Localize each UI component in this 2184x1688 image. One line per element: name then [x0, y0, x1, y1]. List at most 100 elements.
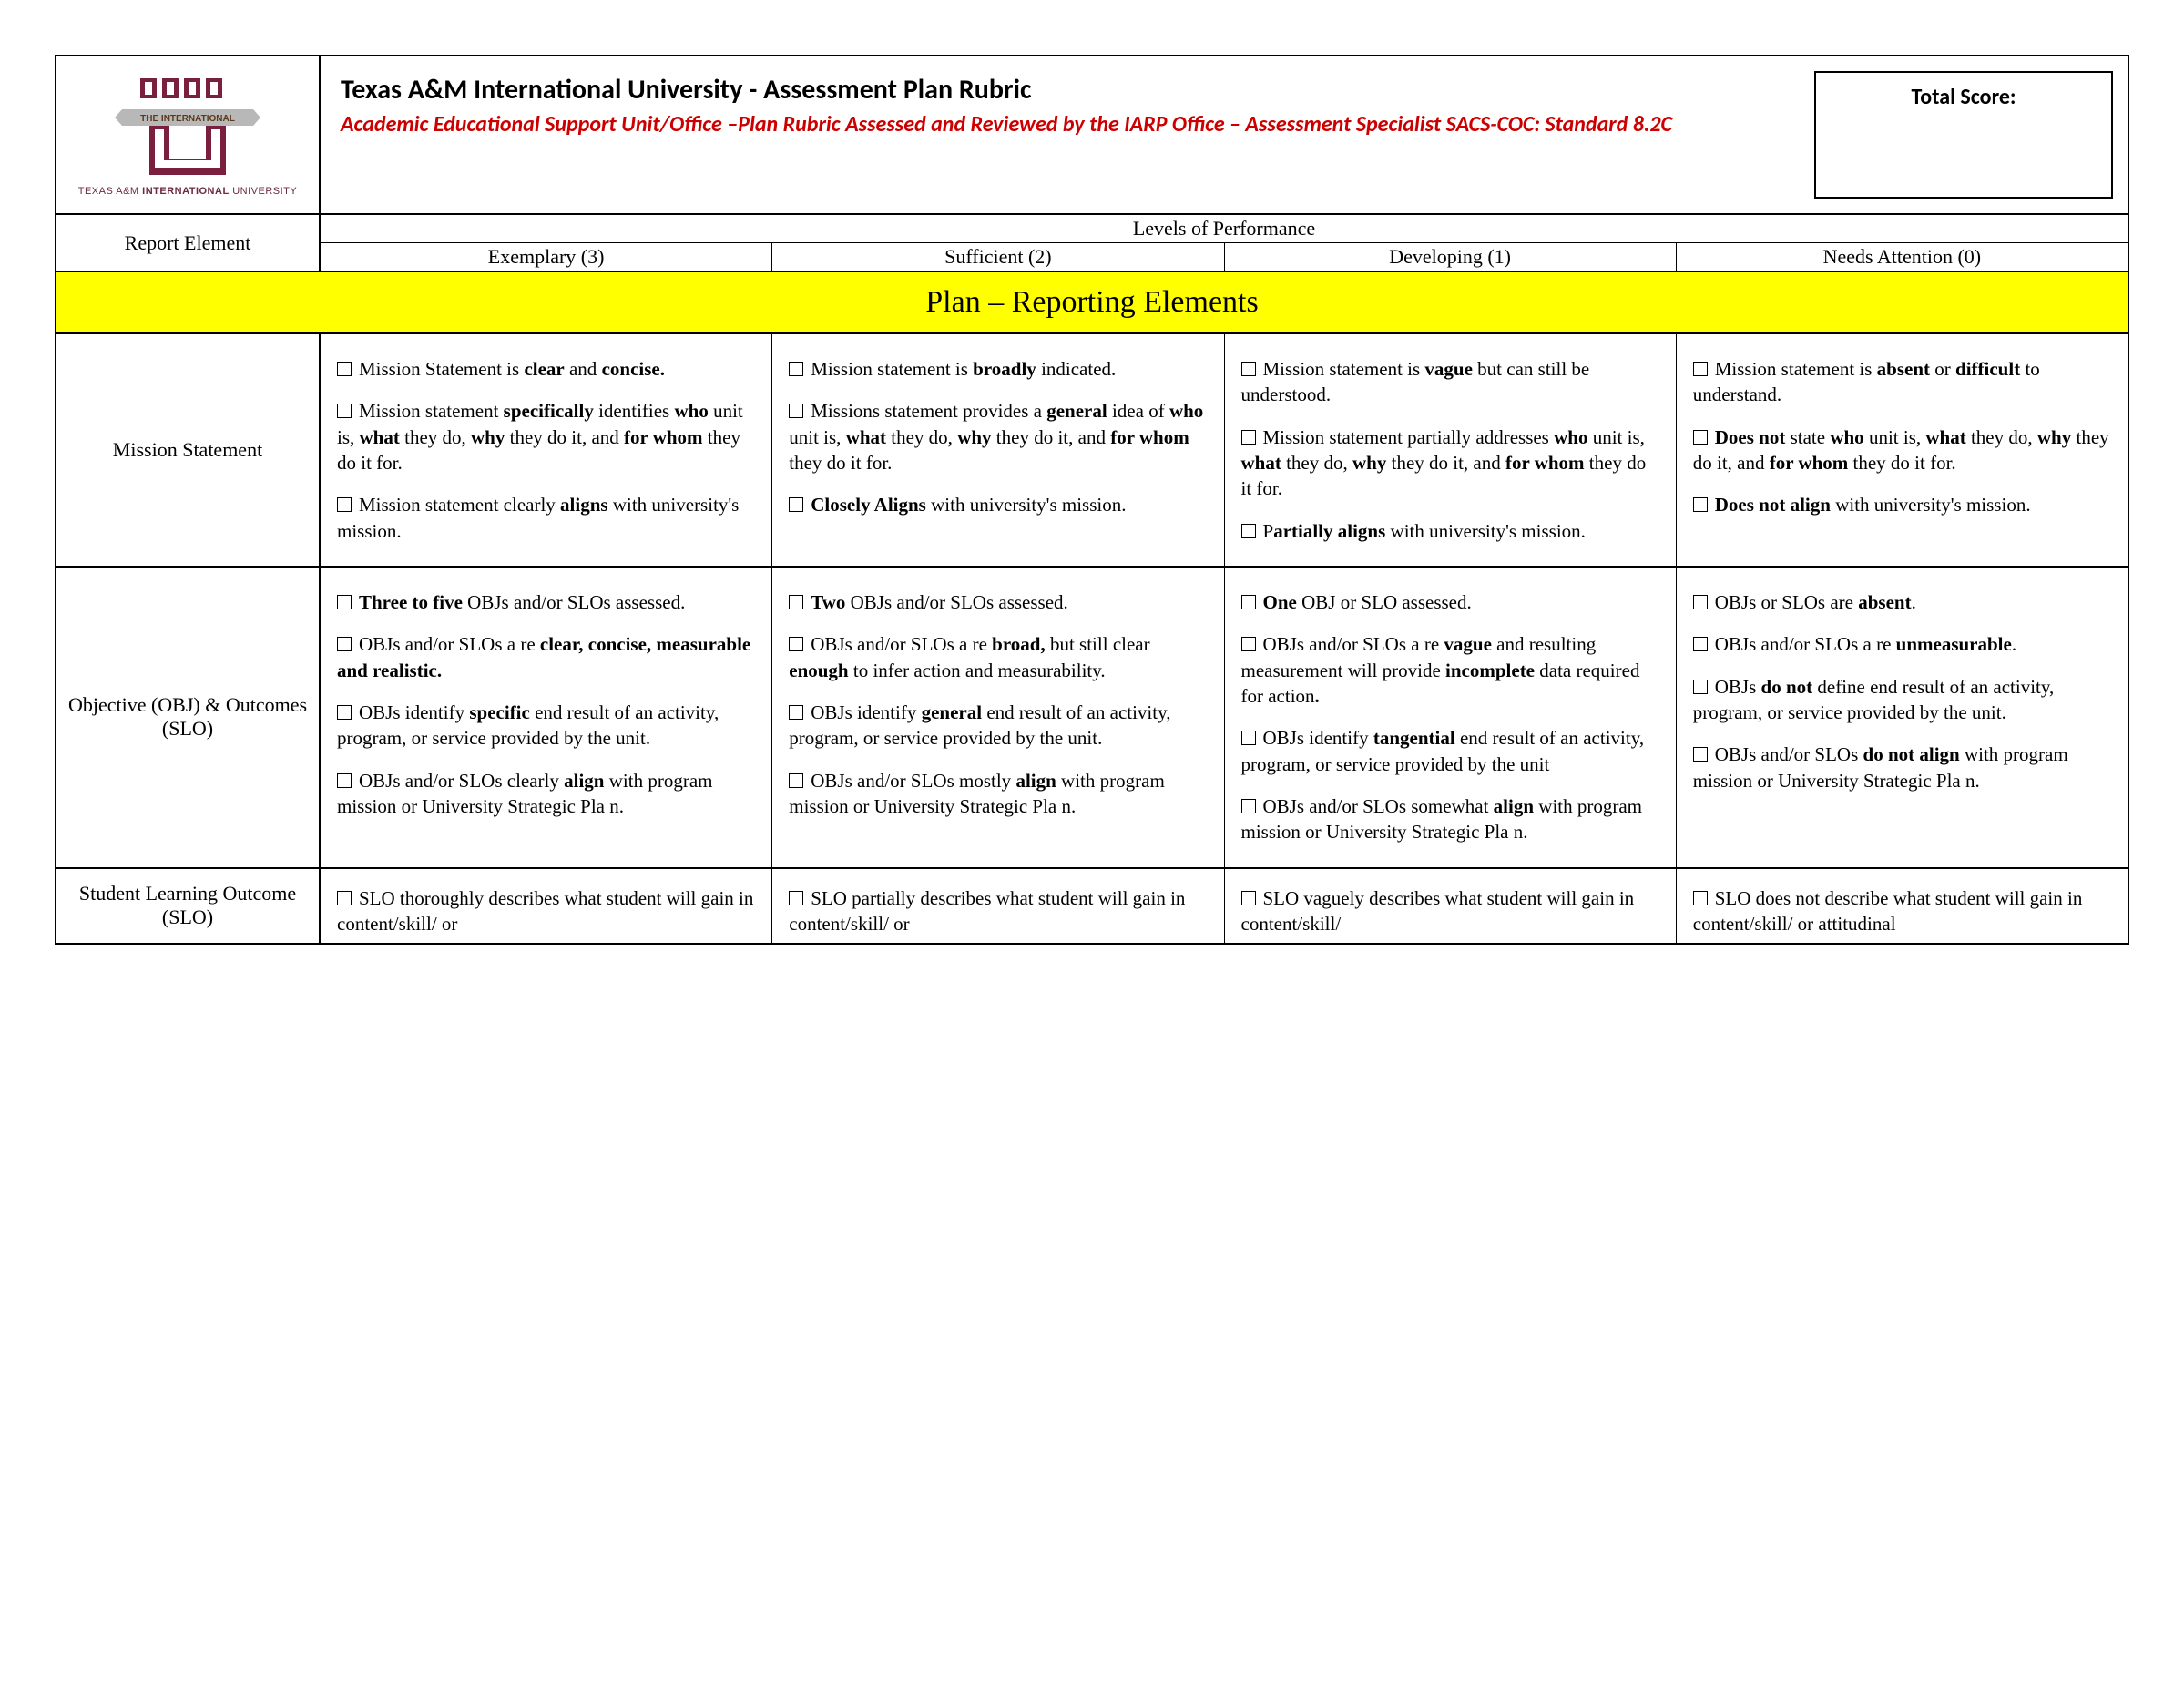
section-banner: Plan – Reporting Elements [56, 272, 2128, 334]
rubric-cell: Three to five OBJs and/or SLOs assessed.… [321, 568, 772, 867]
rubric-item: OBJs and/or SLOs clearly align with prog… [337, 768, 755, 820]
levels-title: Levels of Performance [321, 215, 2128, 243]
checkbox-icon[interactable] [789, 404, 803, 418]
rubric-item: Three to five OBJs and/or SLOs assessed. [337, 589, 755, 615]
rubric-item: OBJs identify tangential end result of a… [1241, 725, 1659, 777]
checkbox-icon[interactable] [337, 595, 352, 609]
title-cell: Texas A&M International University - Ass… [321, 56, 1800, 213]
checkbox-icon[interactable] [789, 637, 803, 651]
checkbox-icon[interactable] [789, 595, 803, 609]
rubric-item: Two OBJs and/or SLOs assessed. [789, 589, 1207, 615]
rubric-item: Mission statement is broadly indicated. [789, 356, 1207, 382]
rubric-page: THE INTERNATIONAL TEXAS A&M INTERNATIONA… [55, 55, 2129, 945]
logo-cell: THE INTERNATIONAL TEXAS A&M INTERNATIONA… [56, 56, 321, 213]
rubric-item: Mission statement partially addresses wh… [1241, 425, 1659, 502]
checkbox-icon[interactable] [1241, 731, 1256, 745]
logo-caption-suffix: UNIVERSITY [230, 186, 298, 197]
rubric-item: OBJs or SLOs are absent. [1693, 589, 2111, 615]
checkbox-icon[interactable] [337, 891, 352, 905]
title-sub: Academic Educational Support Unit/Office… [341, 110, 1780, 139]
rubric-row: Objective (OBJ) & Outcomes (SLO)Three to… [56, 568, 2128, 869]
rubric-cell: Mission Statement is clear and concise. M… [321, 334, 772, 566]
title-main: Texas A&M International University - Ass… [341, 73, 1780, 107]
rubric-cell: SLO thoroughly describes what student wi… [321, 869, 772, 943]
checkbox-icon[interactable] [789, 362, 803, 376]
rubric-cell: SLO vaguely describes what student will … [1225, 869, 1677, 943]
rubric-item: Does not align with university's mission… [1693, 492, 2111, 517]
checkbox-icon[interactable] [337, 362, 352, 376]
row-cells: Mission Statement is clear and concise. M… [321, 334, 2128, 566]
rubric-item: Mission statement specifically identifie… [337, 398, 755, 476]
level-exemplary: Exemplary (3) [321, 243, 772, 271]
row-label: Student Learning Outcome (SLO) [56, 869, 321, 943]
rubric-item: OBJs and/or SLOs somewhat align with pro… [1241, 793, 1659, 845]
checkbox-icon[interactable] [337, 404, 352, 418]
score-cell: Total Score: [1800, 56, 2128, 213]
logo-banner-text: THE INTERNATIONAL [140, 114, 235, 124]
rubric-row: Student Learning Outcome (SLO) SLO thorou… [56, 869, 2128, 943]
logo-caption-bold: INTERNATIONAL [142, 186, 230, 197]
checkbox-icon[interactable] [789, 497, 803, 512]
header-row: THE INTERNATIONAL TEXAS A&M INTERNATIONA… [56, 56, 2128, 215]
rubric-cell: Two OBJs and/or SLOs assessed. OBJs and/o… [772, 568, 1224, 867]
checkbox-icon[interactable] [1693, 430, 1708, 445]
checkbox-icon[interactable] [1241, 524, 1256, 538]
checkbox-icon[interactable] [789, 773, 803, 788]
checkbox-icon[interactable] [337, 497, 352, 512]
rubric-item: Partially aligns with university's missi… [1241, 518, 1659, 544]
logo-caption: TEXAS A&M INTERNATIONAL UNIVERSITY [78, 186, 298, 197]
checkbox-icon[interactable] [1241, 430, 1256, 445]
rubric-item: SLO vaguely describes what student will … [1241, 885, 1659, 937]
checkbox-icon[interactable] [337, 773, 352, 788]
rubric-item: SLO thoroughly describes what student wi… [337, 885, 755, 937]
report-element-header: Report Element [56, 215, 321, 272]
rubric-item: OBJs and/or SLOs a re unmeasurable. [1693, 631, 2111, 657]
rubric-row: Mission StatementMission Statement is cl… [56, 334, 2128, 568]
checkbox-icon[interactable] [1241, 595, 1256, 609]
rubric-item: Mission statement clearly aligns with un… [337, 492, 755, 544]
row-cells: SLO thoroughly describes what student wi… [321, 869, 2128, 943]
rubric-item: Mission statement is vague but can still… [1241, 356, 1659, 408]
levels-columns: Exemplary (3) Sufficient (2) Developing … [321, 243, 2128, 272]
checkbox-icon[interactable] [1241, 799, 1256, 813]
level-developing: Developing (1) [1225, 243, 1677, 271]
checkbox-icon[interactable] [789, 705, 803, 720]
levels-wrap: Levels of Performance Exemplary (3) Suff… [321, 215, 2128, 272]
rubric-item: Mission statement is absent or difficult… [1693, 356, 2111, 408]
total-score-label: Total Score: [1911, 84, 2016, 110]
checkbox-icon[interactable] [1693, 362, 1708, 376]
rubric-cell: Mission statement is vague but can still… [1225, 334, 1677, 566]
checkbox-icon[interactable] [337, 705, 352, 720]
rubric-item: OBJs and/or SLOs a re vague and resultin… [1241, 631, 1659, 709]
checkbox-icon[interactable] [1693, 680, 1708, 694]
checkbox-icon[interactable] [1693, 747, 1708, 762]
rubric-item: OBJs identify specific end result of an … [337, 700, 755, 752]
checkbox-icon[interactable] [1241, 637, 1256, 651]
level-sufficient: Sufficient (2) [772, 243, 1224, 271]
rubric-body: Mission StatementMission Statement is cl… [56, 334, 2128, 943]
checkbox-icon[interactable] [1241, 362, 1256, 376]
rubric-item: OBJs and/or SLOs mostly align with progr… [789, 768, 1207, 820]
checkbox-icon[interactable] [1241, 891, 1256, 905]
rubric-item: OBJs identify general end result of an a… [789, 700, 1207, 752]
checkbox-icon[interactable] [1693, 637, 1708, 651]
rubric-item: One OBJ or SLO assessed. [1241, 589, 1659, 615]
rubric-item: Mission Statement is clear and concise. [337, 356, 755, 382]
checkbox-icon[interactable] [337, 637, 352, 651]
checkbox-icon[interactable] [1693, 891, 1708, 905]
rubric-item: SLO does not describe what student will … [1693, 885, 2111, 937]
checkbox-icon[interactable] [1693, 595, 1708, 609]
checkbox-icon[interactable] [789, 891, 803, 905]
rubric-cell: Mission statement is absent or difficult… [1677, 334, 2128, 566]
rubric-item: OBJs and/or SLOs a re broad, but still c… [789, 631, 1207, 683]
rubric-item: Closely Aligns with university's mission… [789, 492, 1207, 517]
rubric-item: OBJs and/or SLOs a re clear, concise, me… [337, 631, 755, 683]
checkbox-icon[interactable] [1693, 497, 1708, 512]
row-cells: Three to five OBJs and/or SLOs assessed.… [321, 568, 2128, 867]
row-label: Mission Statement [56, 334, 321, 566]
total-score-box: Total Score: [1814, 71, 2113, 199]
row-label: Objective (OBJ) & Outcomes (SLO) [56, 568, 321, 867]
rubric-cell: OBJs or SLOs are absent. OBJs and/or SLOs… [1677, 568, 2128, 867]
rubric-item: Missions statement provides a general id… [789, 398, 1207, 476]
logo-caption-prefix: TEXAS A&M [78, 186, 142, 197]
